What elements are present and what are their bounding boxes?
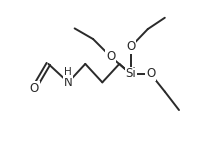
Text: O: O xyxy=(126,40,135,53)
Text: Si: Si xyxy=(125,67,136,80)
Text: O: O xyxy=(30,82,39,95)
Text: N: N xyxy=(64,76,73,89)
Text: H: H xyxy=(64,67,72,77)
Text: O: O xyxy=(146,67,155,80)
Text: O: O xyxy=(106,50,116,63)
